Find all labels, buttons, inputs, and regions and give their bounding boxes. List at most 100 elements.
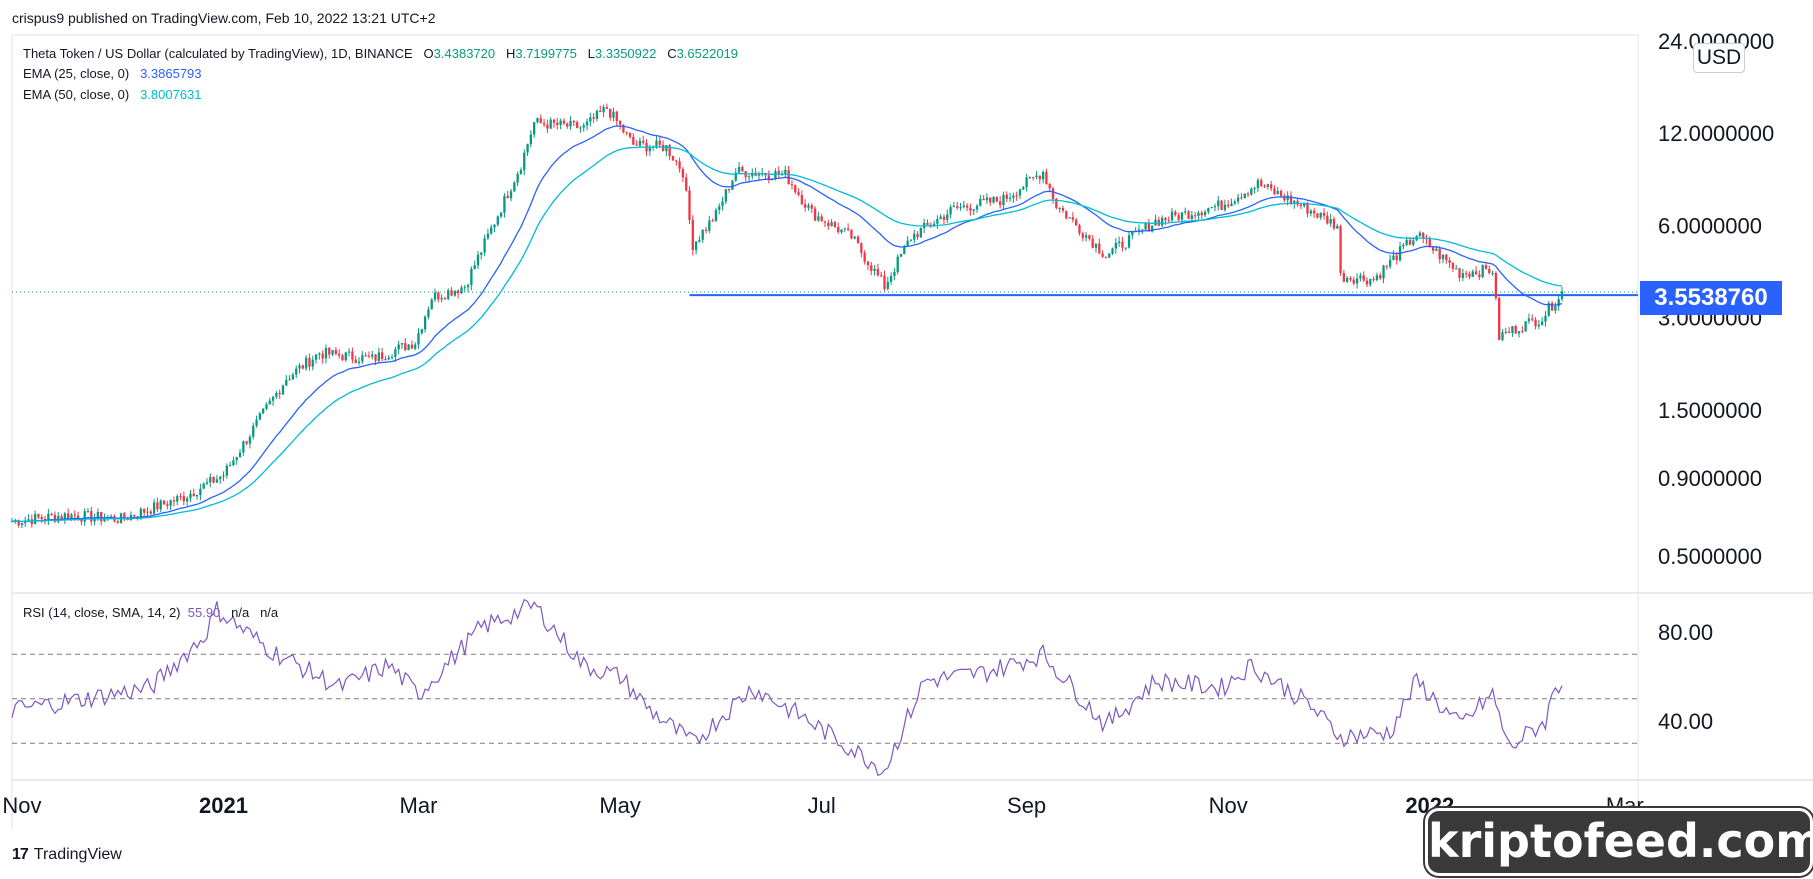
candle-body xyxy=(1521,331,1524,333)
candle-body xyxy=(833,222,837,227)
candle-body xyxy=(1422,232,1425,239)
candle-body xyxy=(688,190,691,220)
candle-body xyxy=(625,132,628,134)
candle-body xyxy=(1428,239,1431,248)
candle-body xyxy=(926,222,929,225)
candle-body xyxy=(1035,175,1038,178)
candle-body xyxy=(516,173,519,183)
candle-body xyxy=(1111,248,1114,254)
candle-body xyxy=(837,226,840,233)
candle-body xyxy=(708,220,711,231)
price-axis-label-2: 6.0000000 xyxy=(1658,213,1762,238)
candle-body xyxy=(1078,225,1081,234)
candle-body xyxy=(1402,244,1405,247)
candle-body xyxy=(397,344,400,350)
candle-body xyxy=(1207,208,1210,212)
candle-body xyxy=(1114,242,1117,249)
candle-body xyxy=(823,221,827,223)
candle-body xyxy=(265,404,268,409)
candle-body xyxy=(1213,206,1217,208)
candle-body xyxy=(506,195,509,199)
watermark-kriptofeed: kriptofeed.com xyxy=(1425,808,1813,876)
candle-body xyxy=(192,493,195,497)
time-axis-label-2: Mar xyxy=(400,793,438,818)
candle-body xyxy=(1127,235,1131,248)
candle-body xyxy=(1253,188,1256,190)
candle-body xyxy=(566,123,569,127)
candle-body xyxy=(1147,223,1151,232)
candle-body xyxy=(232,460,235,466)
legend-ema25-value: 3.3865793 xyxy=(140,66,202,81)
candle-body xyxy=(123,513,126,519)
candle-body xyxy=(572,120,575,123)
candle-body xyxy=(1362,275,1365,281)
candle-body xyxy=(33,514,37,525)
candle-body xyxy=(242,441,245,453)
candle-body xyxy=(1544,315,1547,322)
candle-body xyxy=(1104,256,1108,258)
candle-body xyxy=(1319,212,1322,218)
candle-body xyxy=(615,111,618,122)
candle-body xyxy=(1554,306,1557,311)
candle-body xyxy=(1379,275,1382,279)
candle-body xyxy=(1098,243,1101,254)
candle-body xyxy=(258,413,262,420)
candle-body xyxy=(143,508,146,513)
candle-body xyxy=(784,169,787,174)
candle-body xyxy=(1468,273,1471,277)
candle-body xyxy=(1531,318,1534,320)
candle-body xyxy=(609,108,612,118)
candle-body xyxy=(1157,219,1160,226)
candle-body xyxy=(453,290,457,296)
candle-body xyxy=(552,119,556,123)
candle-body xyxy=(1068,217,1071,219)
candle-body xyxy=(1170,211,1174,221)
candle-body xyxy=(1061,208,1065,211)
candle-body xyxy=(704,229,708,231)
candle-body xyxy=(1547,303,1550,316)
candle-body xyxy=(275,392,278,397)
candle-body xyxy=(440,297,443,300)
candle-body xyxy=(827,222,830,227)
candle-body xyxy=(661,144,665,152)
tradingview-brand[interactable]: 17 TradingView xyxy=(12,846,122,864)
candle-body xyxy=(301,365,304,369)
candle-body xyxy=(1141,229,1144,231)
candle-body xyxy=(959,207,962,209)
candle-body xyxy=(797,192,800,195)
candle-body xyxy=(252,425,255,437)
candle-body xyxy=(20,523,24,526)
candle-body xyxy=(1144,223,1147,230)
candle-body xyxy=(367,355,371,357)
candle-body xyxy=(371,354,374,357)
candle-body xyxy=(757,174,761,176)
candle-body xyxy=(1316,213,1319,218)
candle-body xyxy=(1349,277,1352,280)
candle-body xyxy=(374,354,377,361)
rsi-axis-label-0: 80.00 xyxy=(1658,620,1713,645)
legend-symbol: Theta Token / US Dollar (calculated by T… xyxy=(23,46,413,61)
candle-body xyxy=(410,344,414,349)
candle-body xyxy=(1015,195,1018,197)
candle-body xyxy=(182,496,186,502)
candle-body xyxy=(271,396,275,401)
candle-body xyxy=(1131,231,1134,236)
candle-body xyxy=(579,127,582,129)
candle-body xyxy=(172,500,176,502)
candle-body xyxy=(324,347,328,359)
time-axis-label-5: Sep xyxy=(1007,793,1046,818)
candle-body xyxy=(109,516,113,518)
currency-button[interactable]: USD xyxy=(1693,43,1745,73)
candle-body xyxy=(318,353,321,355)
publisher-line: crispus9 published on TradingView.com, F… xyxy=(12,10,436,26)
candle-body xyxy=(1101,253,1104,257)
candle-body xyxy=(1160,217,1164,226)
candle-body xyxy=(539,118,542,123)
ema50-line xyxy=(12,146,1563,523)
candle-body xyxy=(602,106,605,113)
candle-body xyxy=(946,214,949,220)
current-price-tag: 3.5538760 xyxy=(1640,281,1782,315)
candle-body xyxy=(133,514,136,517)
candle-body xyxy=(321,353,324,359)
